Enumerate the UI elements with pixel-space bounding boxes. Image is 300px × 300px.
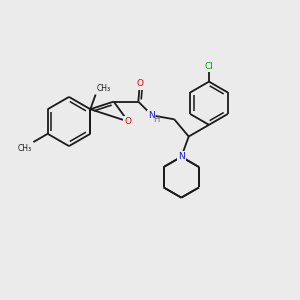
Text: H: H [153, 115, 159, 124]
Text: CH₃: CH₃ [18, 144, 32, 152]
Text: N: N [148, 111, 154, 120]
Text: N: N [178, 152, 185, 161]
Text: O: O [136, 79, 143, 88]
Text: O: O [125, 117, 132, 126]
Text: Cl: Cl [205, 62, 213, 71]
Text: N: N [178, 152, 185, 161]
Text: CH₃: CH₃ [96, 84, 110, 93]
